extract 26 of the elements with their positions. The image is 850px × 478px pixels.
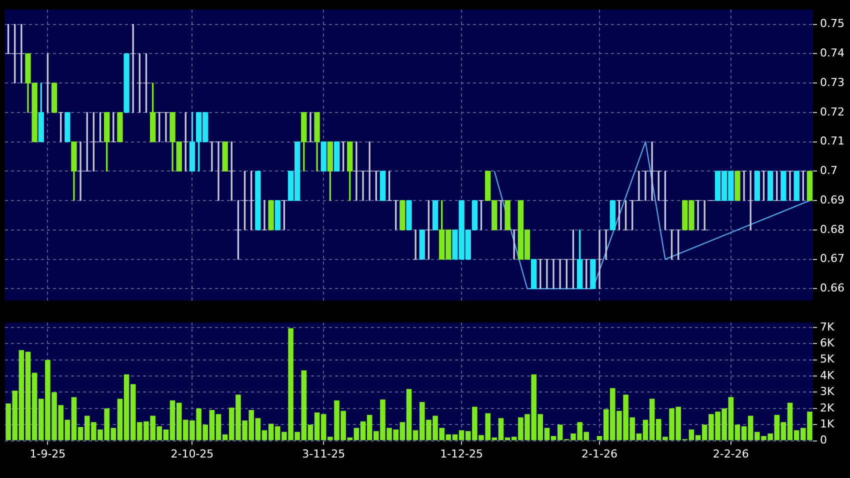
x-tick-label: 2-1-26 bbox=[582, 447, 618, 460]
y-tick-label: 6K bbox=[820, 336, 835, 350]
y-tick-label: 0.73 bbox=[820, 76, 844, 89]
y-tick-label: 1K bbox=[820, 417, 835, 430]
candlestick bbox=[695, 200, 701, 230]
y-tick-label: 7K bbox=[820, 320, 835, 334]
x-tick-label: 2-10-25 bbox=[170, 447, 214, 460]
y-tick-label: 0.69 bbox=[820, 193, 844, 206]
candlestick bbox=[498, 200, 504, 230]
y-tick-label: 0.74 bbox=[820, 46, 844, 60]
x-tick-label: 1-9-25 bbox=[30, 447, 66, 460]
x-tick-label: 3-11-25 bbox=[302, 447, 346, 460]
y-tick-label: 3K bbox=[820, 385, 835, 398]
y-tick-label: 0.68 bbox=[820, 222, 844, 236]
y-tick-label: 0 bbox=[820, 434, 827, 447]
y-tick-label: 0.75 bbox=[820, 17, 844, 30]
y-tick-label: 0.72 bbox=[820, 105, 844, 118]
y-tick-label: 4K bbox=[820, 368, 835, 382]
y-tick-label: 0.7 bbox=[820, 164, 838, 178]
y-tick-label: 0.66 bbox=[820, 282, 844, 295]
x-tick-label: 1-12-25 bbox=[440, 447, 484, 460]
x-tick-label: 2-2-26 bbox=[712, 447, 749, 460]
y-tick-label: 2K bbox=[820, 401, 835, 414]
y-tick-label: 0.71 bbox=[820, 134, 844, 148]
y-tick-label: 0.67 bbox=[820, 252, 844, 266]
y-tick-label: 5K bbox=[820, 352, 835, 366]
